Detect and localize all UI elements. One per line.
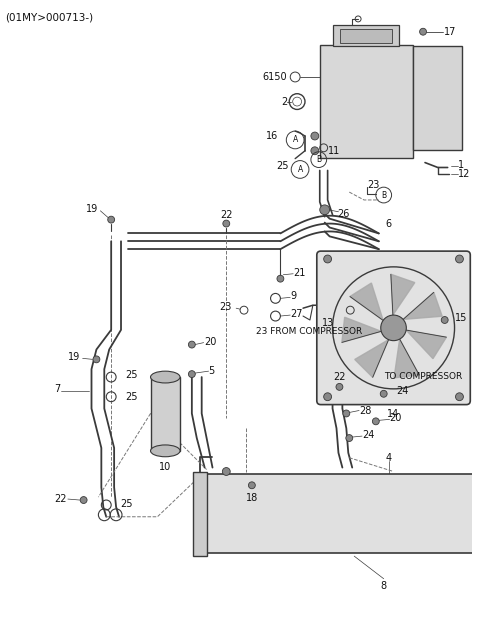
- Text: 27: 27: [290, 309, 303, 319]
- Circle shape: [277, 275, 284, 282]
- Circle shape: [222, 468, 230, 475]
- Circle shape: [324, 255, 332, 263]
- Text: 20: 20: [204, 337, 217, 346]
- Circle shape: [346, 435, 353, 442]
- Polygon shape: [394, 339, 419, 378]
- Text: 19: 19: [69, 352, 81, 362]
- Text: 23: 23: [219, 302, 231, 312]
- Circle shape: [311, 147, 319, 155]
- Text: 8: 8: [381, 581, 387, 590]
- Polygon shape: [391, 274, 415, 315]
- Text: 28: 28: [359, 406, 372, 415]
- Circle shape: [108, 216, 115, 223]
- FancyBboxPatch shape: [317, 251, 470, 404]
- Text: 22: 22: [333, 372, 346, 382]
- Bar: [206, 474, 480, 553]
- Bar: [151, 377, 180, 451]
- Polygon shape: [342, 317, 381, 343]
- Text: 11: 11: [328, 146, 340, 156]
- Text: 13: 13: [322, 318, 334, 328]
- Ellipse shape: [151, 371, 180, 383]
- Circle shape: [336, 383, 343, 390]
- Text: 1: 1: [457, 160, 464, 169]
- Text: 6: 6: [385, 219, 392, 229]
- Circle shape: [372, 418, 379, 425]
- Text: B: B: [381, 190, 386, 199]
- Circle shape: [324, 393, 332, 401]
- Text: A: A: [298, 165, 303, 174]
- Text: 12: 12: [457, 169, 470, 180]
- Text: 25: 25: [125, 392, 137, 402]
- Text: 25: 25: [120, 499, 132, 509]
- Text: 4: 4: [385, 453, 392, 463]
- Polygon shape: [350, 283, 383, 320]
- Text: 9: 9: [290, 291, 296, 302]
- Circle shape: [320, 205, 330, 215]
- Text: 7: 7: [54, 384, 60, 394]
- Text: 18: 18: [246, 493, 258, 503]
- Text: TO COMPRESSOR: TO COMPRESSOR: [384, 371, 462, 381]
- Circle shape: [249, 482, 255, 489]
- Text: 16: 16: [266, 131, 278, 141]
- Polygon shape: [403, 293, 442, 320]
- Ellipse shape: [151, 445, 180, 457]
- Circle shape: [311, 132, 319, 140]
- Text: 20: 20: [390, 413, 402, 424]
- Text: (01MY>000713-): (01MY>000713-): [5, 13, 93, 23]
- Bar: [413, 47, 462, 150]
- Text: 24: 24: [396, 386, 409, 396]
- Circle shape: [93, 356, 100, 363]
- Circle shape: [80, 497, 87, 504]
- Text: 23: 23: [367, 180, 379, 190]
- Text: 25: 25: [125, 370, 137, 380]
- Circle shape: [380, 390, 387, 397]
- Circle shape: [343, 410, 350, 417]
- Bar: [333, 25, 399, 47]
- Text: 14: 14: [387, 410, 400, 419]
- Circle shape: [223, 220, 230, 227]
- Text: 25: 25: [276, 160, 288, 171]
- Text: 10: 10: [159, 461, 171, 472]
- Text: A: A: [292, 135, 298, 144]
- Circle shape: [189, 371, 195, 378]
- Text: 6150: 6150: [263, 72, 288, 82]
- Text: 22: 22: [220, 210, 232, 220]
- Polygon shape: [406, 330, 446, 358]
- Text: 23 FROM COMPRESSOR: 23 FROM COMPRESSOR: [256, 327, 362, 336]
- Bar: [320, 45, 413, 158]
- Text: 5: 5: [209, 366, 215, 376]
- Circle shape: [420, 28, 427, 35]
- Circle shape: [456, 393, 463, 401]
- Circle shape: [381, 315, 407, 341]
- Text: 22: 22: [54, 494, 67, 504]
- Text: 15: 15: [455, 313, 467, 323]
- Circle shape: [456, 255, 463, 263]
- Text: 2: 2: [281, 96, 288, 107]
- Bar: [193, 472, 206, 556]
- Text: 19: 19: [86, 204, 98, 214]
- Circle shape: [189, 341, 195, 348]
- Text: 24: 24: [362, 430, 374, 440]
- Bar: [340, 29, 392, 43]
- Text: B: B: [316, 155, 321, 164]
- Text: 21: 21: [293, 268, 306, 278]
- Text: 17: 17: [444, 27, 457, 36]
- Text: 26: 26: [337, 209, 350, 219]
- Polygon shape: [355, 340, 389, 377]
- Circle shape: [441, 316, 448, 323]
